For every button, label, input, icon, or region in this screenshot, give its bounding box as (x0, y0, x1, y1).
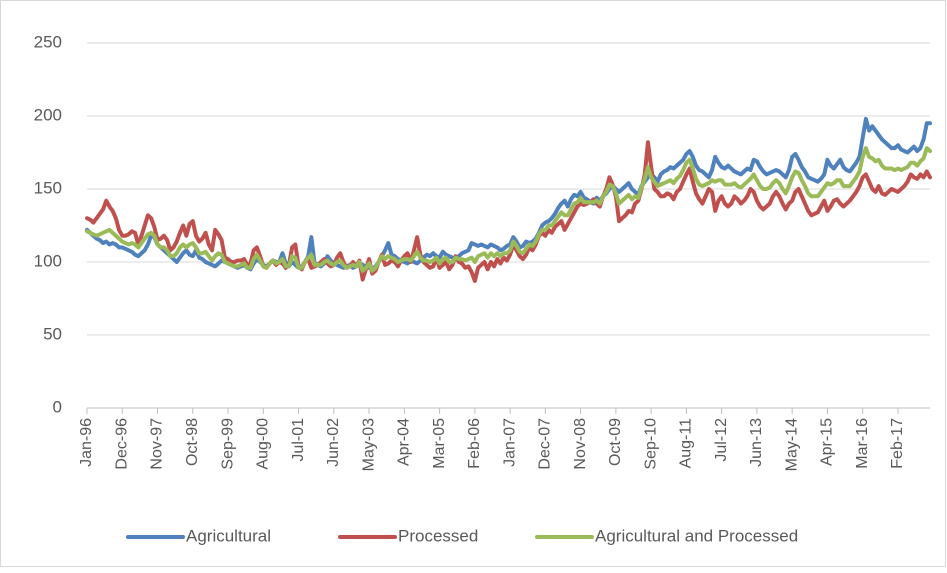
legend-label: Agricultural (186, 526, 271, 545)
legend-label: Agricultural and Processed (595, 526, 798, 545)
x-tick-label: Sep-10 (642, 418, 659, 470)
x-tick-label: May-14 (783, 418, 800, 471)
x-tick-label: Dec-96 (113, 418, 130, 470)
y-tick-label: 250 (34, 32, 62, 51)
x-tick-label: Mar-05 (431, 418, 448, 469)
y-tick-label: 0 (53, 397, 62, 416)
x-tick-label: Jun-02 (325, 418, 342, 467)
x-tick-label: Aug-11 (678, 418, 695, 469)
x-tick-label: Feb-17 (889, 418, 906, 469)
x-tick-label: Jun-13 (748, 418, 765, 467)
x-tick-label: May-03 (360, 418, 377, 471)
x-tick-label: Jan-07 (501, 418, 518, 467)
x-tick-label: Dec-07 (537, 418, 554, 470)
x-tick-label: Nov-97 (149, 418, 166, 470)
x-tick-label: Jan-96 (78, 418, 95, 467)
y-tick-label: 50 (43, 324, 62, 343)
x-tick-label: Sep-99 (219, 418, 236, 470)
x-tick-label: Aug-00 (255, 418, 272, 470)
x-tick-label: Jul-01 (290, 418, 307, 462)
x-tick-label: Feb-06 (466, 418, 483, 469)
legend-label: Processed (398, 526, 478, 545)
x-tick-label: Apr-04 (396, 418, 413, 466)
series-line (85, 140, 932, 283)
x-tick-label: Jul-12 (713, 418, 730, 462)
x-tick-label: Oct-98 (184, 418, 201, 466)
y-tick-label: 100 (34, 251, 62, 270)
x-tick-label: Mar-16 (854, 418, 871, 469)
x-tick-label: Apr-15 (819, 418, 836, 466)
x-tick-label: Oct-09 (607, 418, 624, 466)
series-line (85, 146, 932, 273)
x-tick-label: Nov-08 (572, 418, 589, 470)
y-tick-label: 150 (34, 178, 62, 197)
y-tick-label: 200 (34, 105, 62, 124)
